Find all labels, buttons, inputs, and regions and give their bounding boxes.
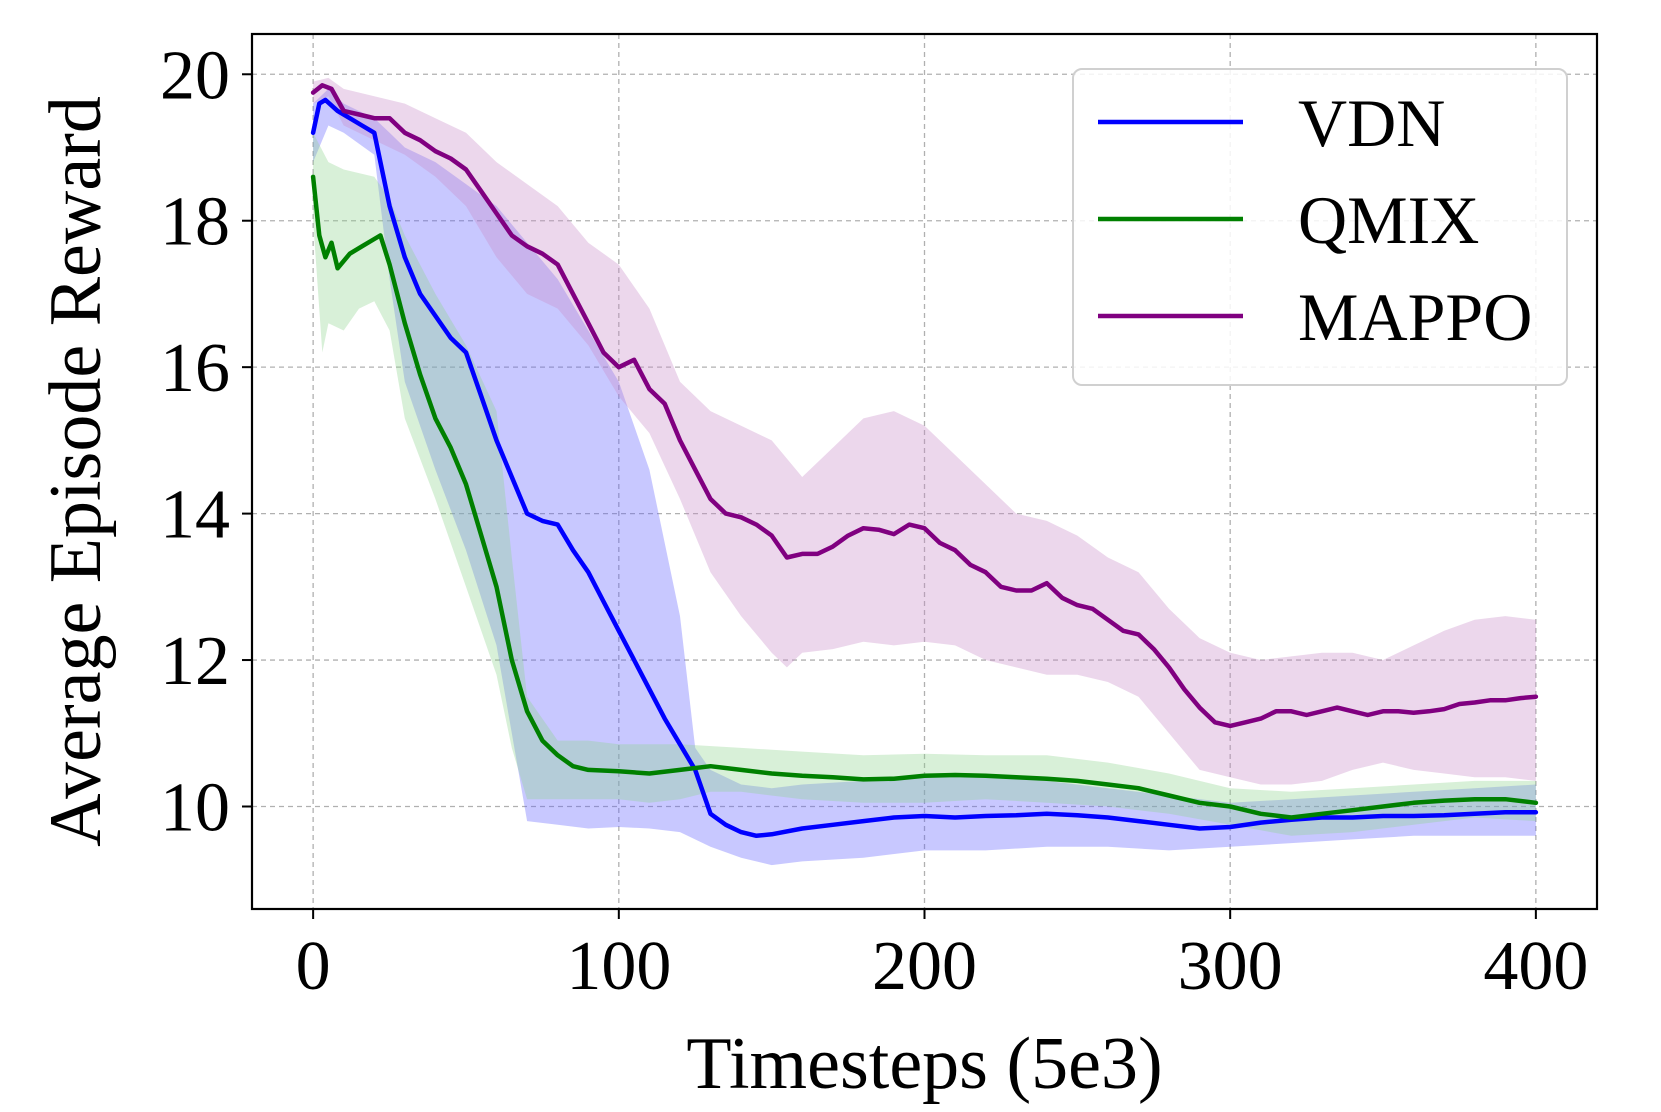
y-tick-label-14: 14 bbox=[160, 477, 230, 554]
legend-box bbox=[1072, 68, 1568, 386]
y-tick-label-18: 18 bbox=[160, 184, 230, 261]
legend-label-vdn: VDN bbox=[1298, 85, 1445, 161]
series-line-mappo bbox=[310, 83, 1539, 729]
legend-label-qmix: QMIX bbox=[1298, 182, 1479, 258]
tick-layer: 0 100 200 300 400 10 12 14 16 18 20 bbox=[160, 37, 1588, 1005]
x-tick-label-300: 300 bbox=[1178, 928, 1283, 1005]
legend-label-mappo: MAPPO bbox=[1298, 279, 1532, 355]
x-tick-label-0: 0 bbox=[296, 928, 331, 1005]
y-tick-label-10: 10 bbox=[160, 769, 230, 846]
confidence-band-vdn bbox=[313, 88, 1536, 866]
y-axis-label: Average Episode Reward bbox=[35, 96, 117, 847]
line-layer bbox=[310, 83, 1539, 839]
y-tick-label-12: 12 bbox=[160, 623, 230, 700]
x-tick-label-400: 400 bbox=[1483, 928, 1588, 1005]
x-axis-label: Timesteps (5e3) bbox=[686, 1023, 1162, 1105]
y-tick-label-20: 20 bbox=[160, 37, 230, 114]
band-layer bbox=[313, 77, 1536, 866]
series-line-vdn bbox=[310, 97, 1539, 839]
confidence-band-mappo bbox=[313, 77, 1536, 785]
x-tick-label-100: 100 bbox=[566, 928, 671, 1005]
y-tick-label-16: 16 bbox=[160, 330, 230, 407]
x-tick-label-200: 200 bbox=[872, 928, 977, 1005]
series-line-qmix bbox=[310, 174, 1539, 820]
legend: VDN QMIX MAPPO bbox=[1072, 68, 1568, 386]
